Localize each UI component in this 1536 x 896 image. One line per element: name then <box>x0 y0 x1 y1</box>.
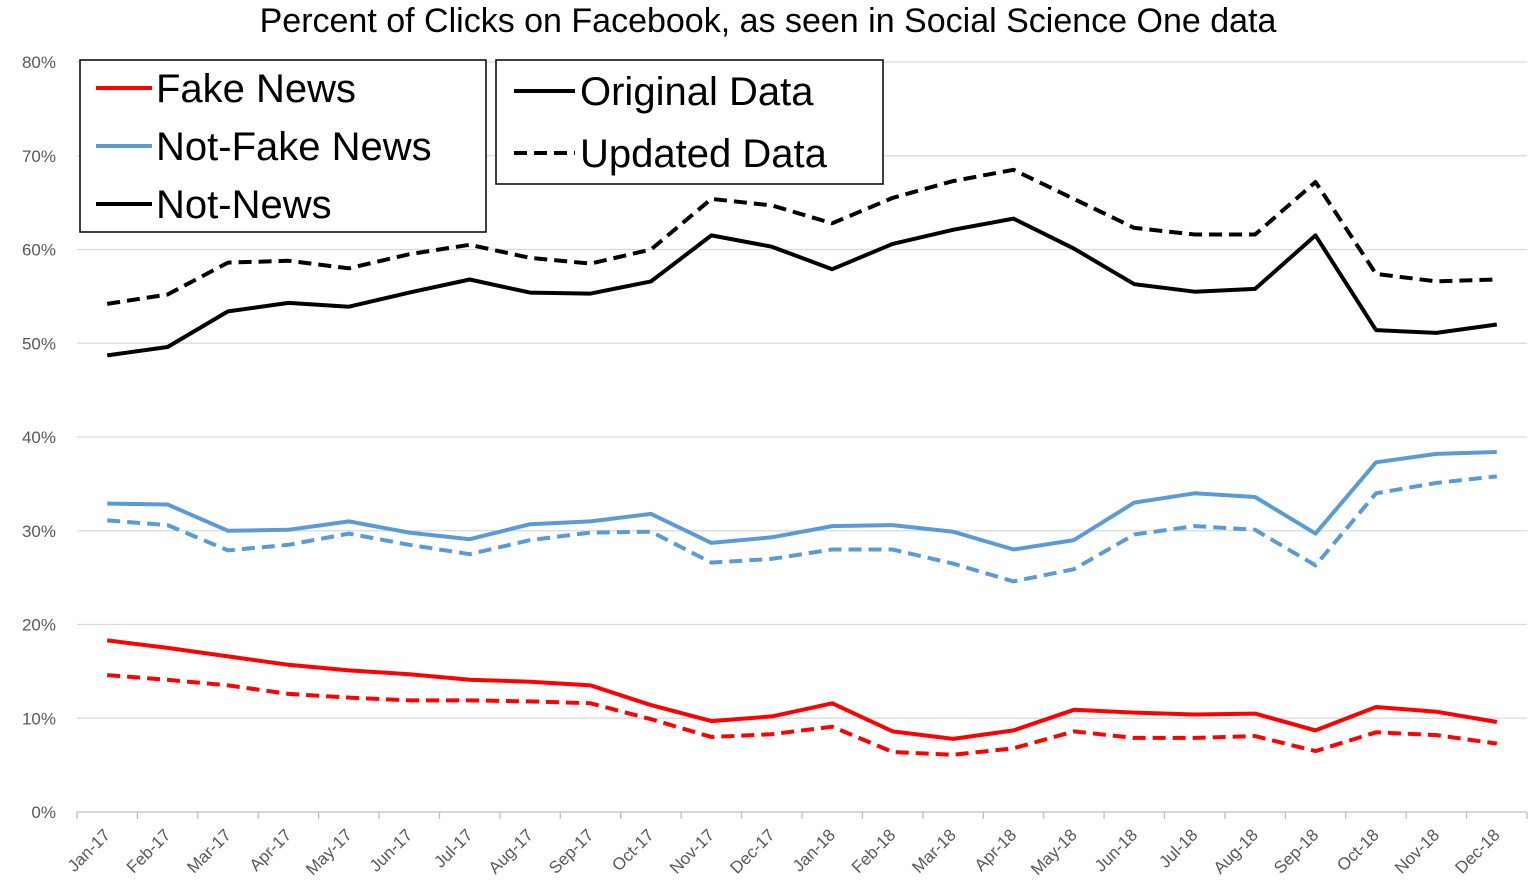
legend-label: Fake News <box>156 67 356 111</box>
y-tick-label: 80% <box>22 53 56 72</box>
chart-title: Percent of Clicks on Facebook, as seen i… <box>259 2 1277 40</box>
legend-styles-box <box>495 59 884 185</box>
legend-label: Not-News <box>156 183 332 227</box>
x-tick-label: Dec-17 <box>726 825 778 877</box>
y-tick-label: 20% <box>22 616 56 635</box>
series-line-not-fake-news-updated <box>107 474 1498 584</box>
x-tick-label: Jul-17 <box>430 825 476 871</box>
x-tick-label: Mar-18 <box>908 825 960 877</box>
series-line-fake-news-updated <box>107 673 1498 757</box>
legend-label: Original Data <box>580 70 814 114</box>
y-tick-label: 10% <box>22 709 56 728</box>
x-tick-label: Feb-18 <box>848 825 900 877</box>
x-tick-label: Oct-17 <box>608 825 658 875</box>
series-line-fake-news-original <box>106 638 1498 741</box>
x-tick-label: May-17 <box>302 825 356 879</box>
x-tick-label: Jan-18 <box>789 825 839 875</box>
y-tick-label: 40% <box>22 428 56 447</box>
x-tick-label: May-18 <box>1027 825 1081 879</box>
x-tick-label: Sep-18 <box>1270 825 1322 877</box>
x-tick-label: Sep-17 <box>545 825 597 877</box>
x-tick-label: Jun-17 <box>366 825 416 875</box>
x-tick-label: Jun-18 <box>1091 825 1141 875</box>
series-line-not-news-updated <box>106 167 1497 306</box>
x-tick-label: Aug-18 <box>1210 825 1262 877</box>
series-line-not-news-original <box>106 216 1498 358</box>
y-tick-label: 50% <box>22 334 56 353</box>
legend-label: Updated Data <box>580 132 828 176</box>
y-tick-label: 0% <box>31 803 56 822</box>
x-tick-label: Dec-18 <box>1451 825 1503 877</box>
x-tick-label: Apr-18 <box>971 825 1021 875</box>
x-tick-label: Mar-17 <box>183 825 235 877</box>
x-tick-label: Feb-17 <box>123 825 175 877</box>
x-tick-label: Jan-17 <box>64 825 114 875</box>
legend-label: Not-Fake News <box>156 125 432 169</box>
x-tick-label: Jul-18 <box>1155 825 1201 871</box>
y-tick-label: 60% <box>22 241 56 260</box>
x-tick-label: Apr-17 <box>246 825 296 875</box>
x-tick-label: Aug-17 <box>485 825 537 877</box>
x-tick-label: Oct-18 <box>1333 825 1383 875</box>
x-tick-label: Nov-18 <box>1391 825 1443 877</box>
y-tick-label: 30% <box>22 522 56 541</box>
series-line-not-fake-news-original <box>107 450 1497 552</box>
x-tick-label: Nov-17 <box>666 825 718 877</box>
y-tick-label: 70% <box>22 147 56 166</box>
